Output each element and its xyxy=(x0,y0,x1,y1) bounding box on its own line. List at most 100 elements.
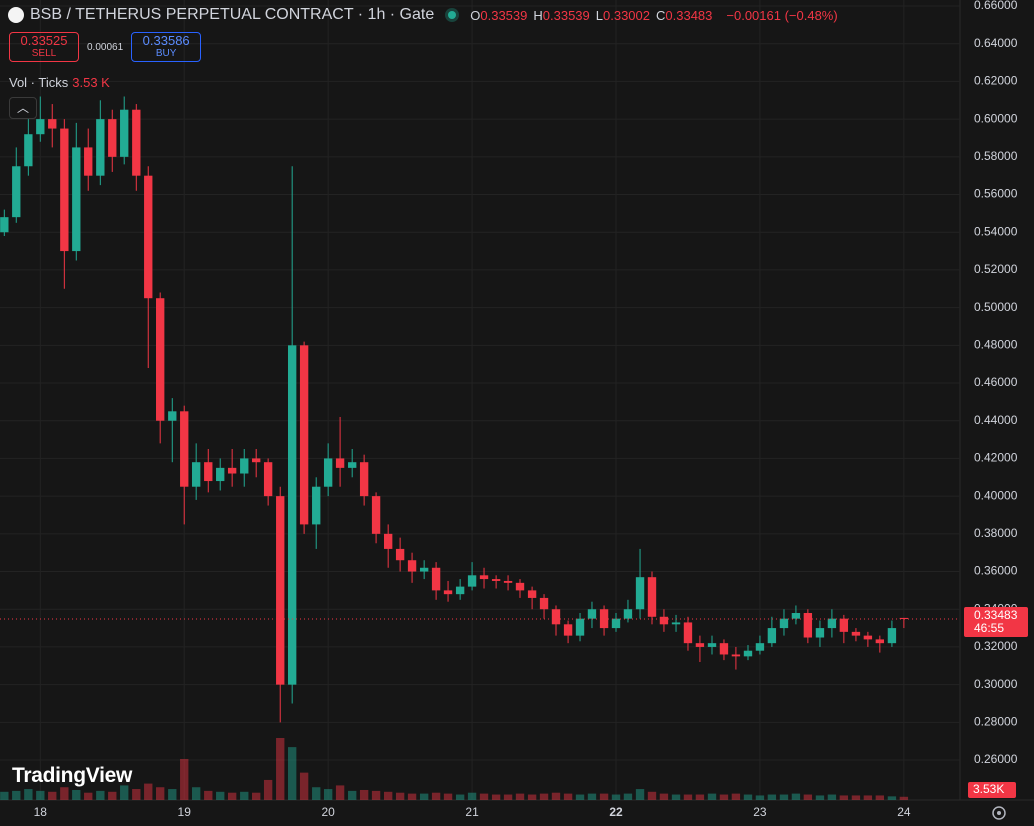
volume-bar xyxy=(767,794,777,800)
volume-bar xyxy=(515,793,525,800)
sell-button[interactable]: 0.33525 SELL xyxy=(9,32,79,62)
collapse-button[interactable]: ︿ xyxy=(9,97,37,119)
y-tick-label: 0.36000 xyxy=(974,564,1018,578)
volume-tag xyxy=(968,782,1016,798)
x-tick-label: 23 xyxy=(753,805,767,819)
volume-bar xyxy=(335,785,345,800)
candle-body xyxy=(96,119,105,176)
ohlc-key: H xyxy=(533,7,543,23)
candle-body xyxy=(851,631,861,636)
volume-bar xyxy=(611,794,621,800)
candle-body xyxy=(539,597,549,610)
candle-body xyxy=(312,486,321,525)
volume-bar xyxy=(383,791,393,800)
volume-bar xyxy=(719,794,729,800)
y-tick-label: 0.46000 xyxy=(974,375,1018,389)
y-tick-label: 0.52000 xyxy=(974,262,1018,276)
volume-pane xyxy=(0,738,909,800)
volume-bar xyxy=(84,792,93,800)
settings-hub xyxy=(997,811,1001,815)
volume-bar xyxy=(827,794,837,800)
buy-button[interactable]: 0.33586 BUY xyxy=(131,32,202,62)
volume-bar xyxy=(803,794,813,800)
volume-bar xyxy=(587,793,597,800)
last-price-tag xyxy=(964,606,1028,637)
candle-body xyxy=(144,175,153,299)
candle-body xyxy=(0,217,9,233)
sell-label: SELL xyxy=(31,48,57,59)
candle-body xyxy=(276,496,285,685)
watermark: TradingView xyxy=(12,764,133,787)
buy-price: 0.33586 xyxy=(142,33,190,48)
trade-panel: 0.33525 SELL 0.00061 0.33586 BUY xyxy=(9,32,202,62)
volume-legend: Vol · Ticks 3.53 K xyxy=(9,75,110,90)
change: −0.00161 (−0.48%) xyxy=(726,7,838,23)
volume-bar xyxy=(168,789,177,800)
volume-bar xyxy=(443,793,453,800)
settings-gear[interactable] xyxy=(992,806,1006,820)
volume-bar xyxy=(695,794,705,800)
sell-price: 0.33525 xyxy=(20,33,68,48)
volume-bar xyxy=(467,792,477,800)
volume-bar xyxy=(743,794,753,800)
volume-bar xyxy=(659,793,669,800)
volume-bar xyxy=(108,791,117,800)
volume-bar xyxy=(276,738,285,800)
volume-bar xyxy=(180,758,189,800)
ohlc-value: 0.33483 xyxy=(665,7,713,23)
candle-body xyxy=(611,618,621,629)
candle-body xyxy=(575,618,585,636)
y-tick-label: 0.62000 xyxy=(974,74,1018,88)
candle-body xyxy=(503,580,513,583)
y-tick-label: 0.40000 xyxy=(974,488,1018,502)
volume-bar xyxy=(407,793,417,800)
volume-bar xyxy=(839,795,849,800)
candle-body xyxy=(120,109,129,157)
volume-bar xyxy=(216,791,225,800)
volume-bar xyxy=(707,793,717,800)
volume-bar xyxy=(491,794,501,800)
y-tick-label: 0.44000 xyxy=(974,413,1018,427)
candle-body xyxy=(348,462,357,468)
ohlc-value: 0.33002 xyxy=(603,7,650,23)
candle-body xyxy=(767,628,777,644)
symbol-logo xyxy=(8,7,24,23)
candle-body xyxy=(395,548,405,561)
candle-body xyxy=(863,635,873,640)
x-tick-label: 21 xyxy=(465,805,479,819)
volume-bar xyxy=(623,793,633,800)
candle-body xyxy=(515,582,525,591)
candle-body xyxy=(168,411,177,421)
volume-bar xyxy=(348,790,357,800)
candle-body xyxy=(371,496,381,534)
volume-bar xyxy=(395,792,405,800)
candle-body xyxy=(216,467,225,482)
volume-bar xyxy=(479,793,489,800)
buy-label: BUY xyxy=(155,48,177,59)
candle-body xyxy=(551,609,561,625)
last-price-label: 0.33483 xyxy=(974,608,1018,622)
volume-bar xyxy=(156,787,165,800)
settings-icon[interactable] xyxy=(992,806,1006,820)
candle-body xyxy=(407,560,417,572)
candle-body xyxy=(419,567,429,572)
ohlc-key: O xyxy=(470,7,481,23)
candle-body xyxy=(204,462,213,482)
volume-bar xyxy=(299,772,309,800)
countdown: 46:55 xyxy=(974,621,1004,635)
symbol-title[interactable]: BSB / TETHERUS PERPETUAL CONTRACT · 1h ·… xyxy=(30,6,435,23)
volume-bar xyxy=(371,790,381,800)
y-tick-label: 0.26000 xyxy=(974,752,1018,766)
y-tick-label: 0.60000 xyxy=(974,111,1018,125)
symbol-header: BSB / TETHERUS PERPETUAL CONTRACT · 1h ·… xyxy=(8,6,838,24)
candle-body xyxy=(335,458,345,468)
candle-body xyxy=(779,618,789,629)
volume-bar xyxy=(287,747,297,800)
candle-body xyxy=(12,166,21,218)
y-tick-label: 0.28000 xyxy=(974,715,1018,729)
x-tick-label: 20 xyxy=(321,805,335,819)
candle-body xyxy=(156,298,165,421)
volume-bar xyxy=(503,794,513,800)
